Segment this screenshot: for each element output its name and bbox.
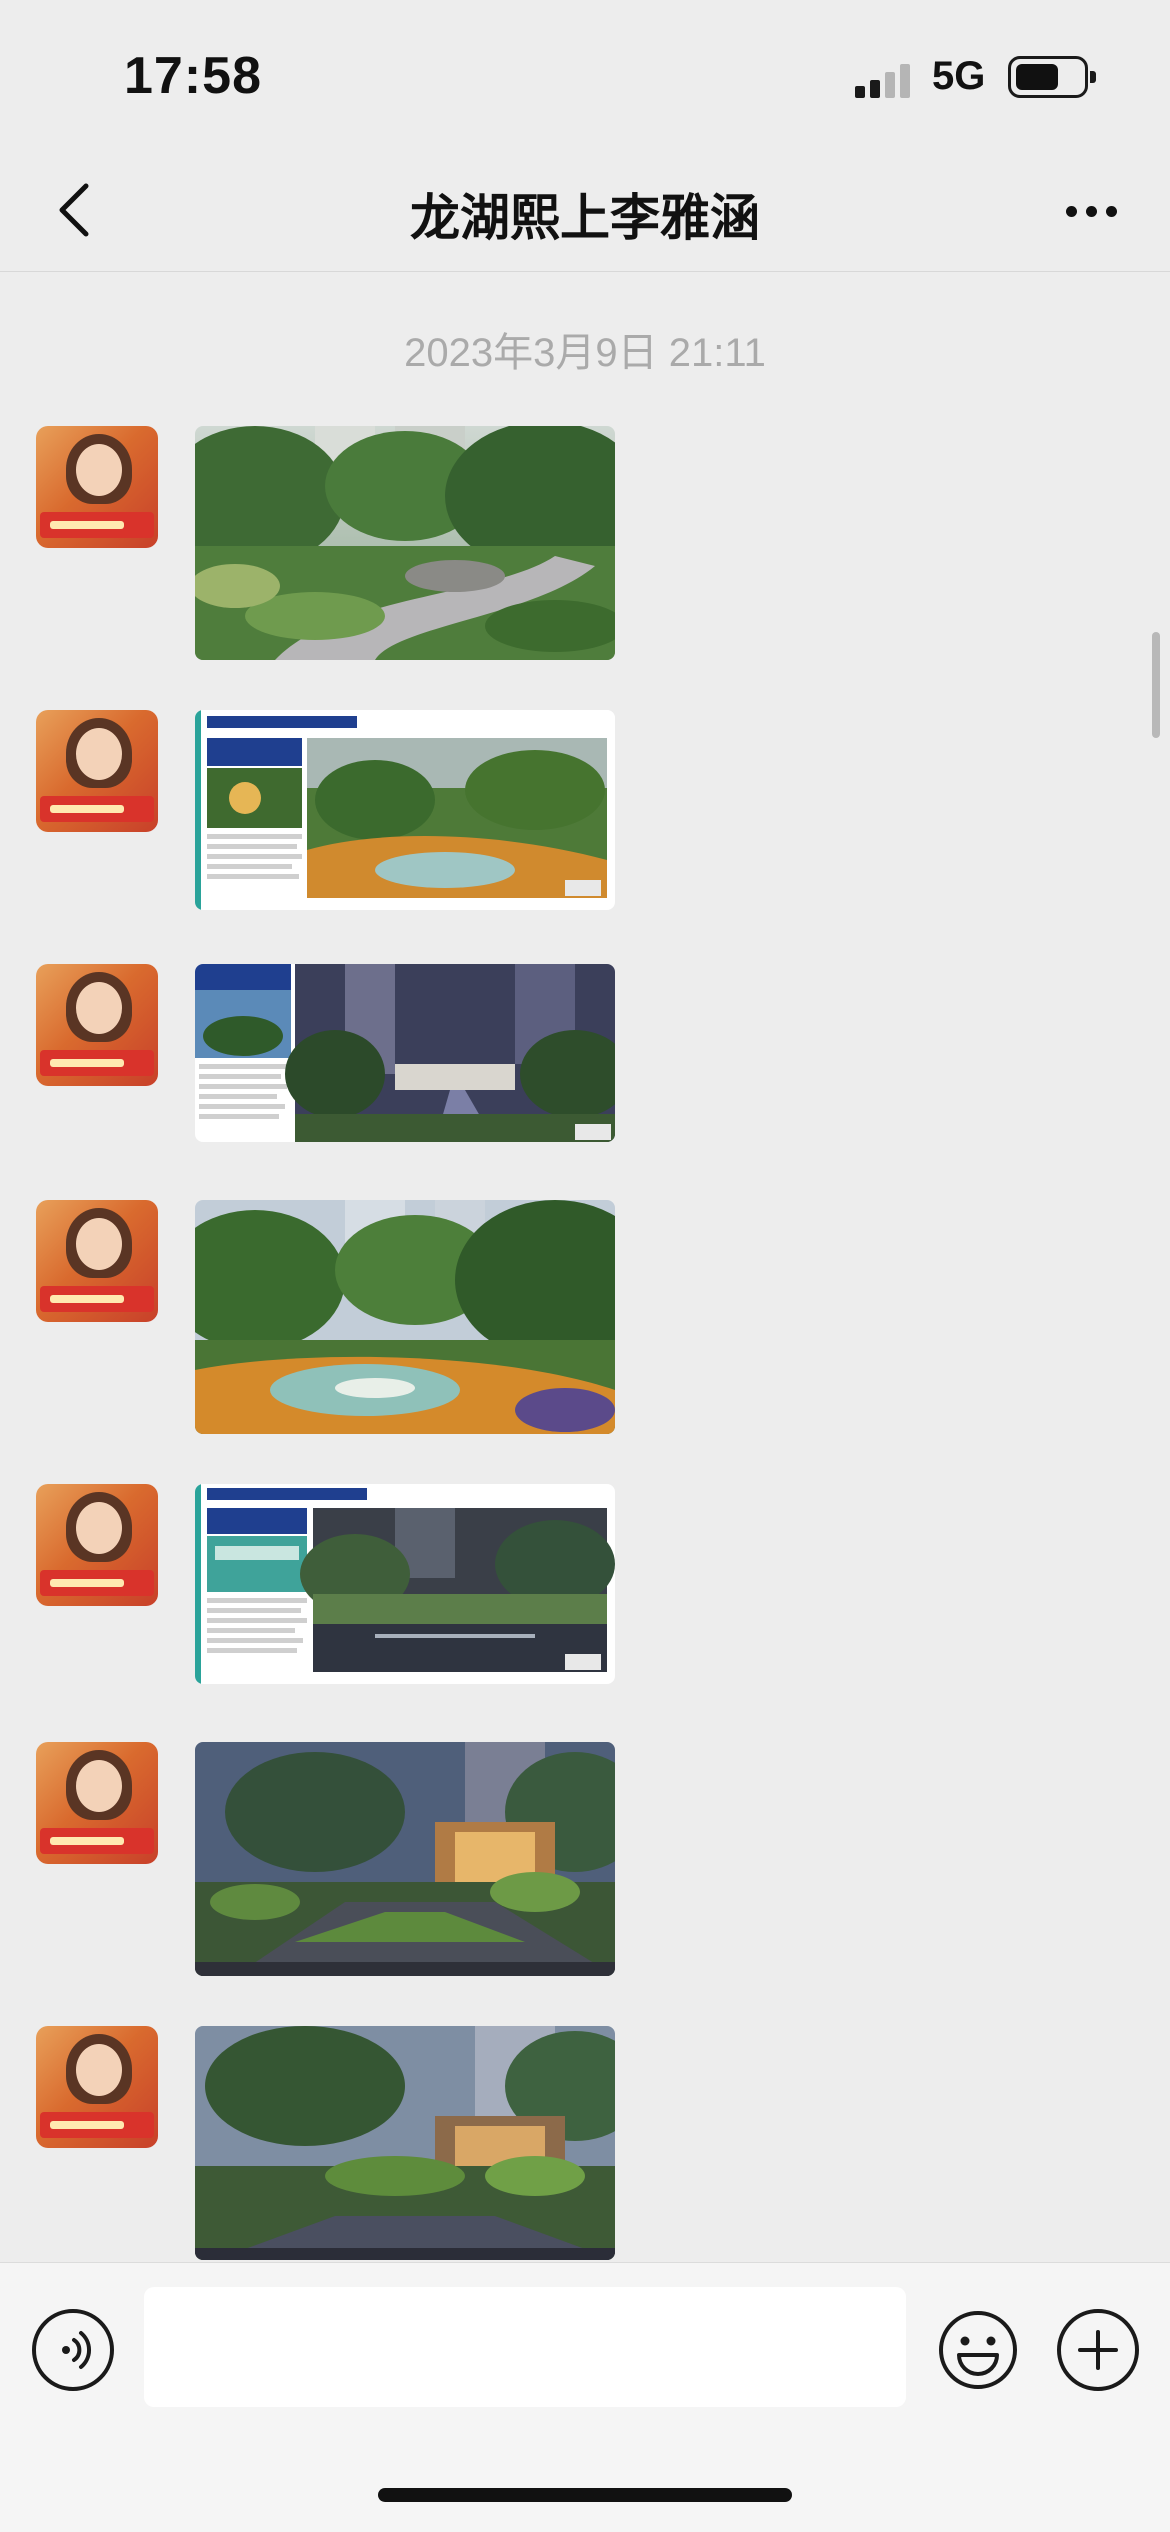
- message-timestamp: 2023年3月9日 21:11: [404, 331, 766, 375]
- image-message[interactable]: [195, 1742, 615, 1976]
- avatar[interactable]: [36, 1742, 158, 1864]
- emoji-button[interactable]: [937, 2309, 1019, 2391]
- cellular-signal-icon: [855, 62, 911, 98]
- network-label: 5G: [932, 54, 986, 98]
- avatar[interactable]: [36, 1200, 158, 1322]
- avatar[interactable]: [36, 2026, 158, 2148]
- message-input[interactable]: [144, 2287, 906, 2407]
- emoji-icon: [939, 2311, 1017, 2389]
- image-message[interactable]: [195, 710, 615, 910]
- image-message[interactable]: [195, 2026, 615, 2260]
- add-button[interactable]: [1057, 2309, 1139, 2391]
- chat-title: 龙湖熙上李雅涵: [410, 190, 760, 246]
- chevron-left-icon: [59, 183, 89, 237]
- battery-icon: [1008, 56, 1096, 98]
- message-list[interactable]: 2023年3月9日 21:11: [0, 272, 1170, 2262]
- avatar[interactable]: [36, 710, 158, 832]
- scroll-indicator[interactable]: [1152, 632, 1160, 738]
- image-message[interactable]: [195, 1484, 615, 1684]
- image-message[interactable]: [195, 964, 615, 1142]
- status-time: 17:58: [124, 47, 262, 105]
- back-button[interactable]: [40, 172, 116, 248]
- avatar[interactable]: [36, 964, 158, 1086]
- voice-icon: [62, 2331, 92, 2369]
- more-button[interactable]: [1054, 180, 1130, 240]
- home-indicator[interactable]: [378, 2488, 792, 2502]
- more-dots-icon: [1066, 206, 1077, 217]
- image-message[interactable]: [195, 426, 615, 660]
- avatar[interactable]: [36, 1484, 158, 1606]
- nav-bar: 龙湖熙上李雅涵: [0, 150, 1170, 272]
- input-bar: [0, 2262, 1170, 2532]
- voice-button[interactable]: [32, 2309, 114, 2391]
- image-message[interactable]: [195, 1200, 615, 1434]
- avatar[interactable]: [36, 426, 158, 548]
- status-bar: 17:58 5G: [0, 0, 1170, 150]
